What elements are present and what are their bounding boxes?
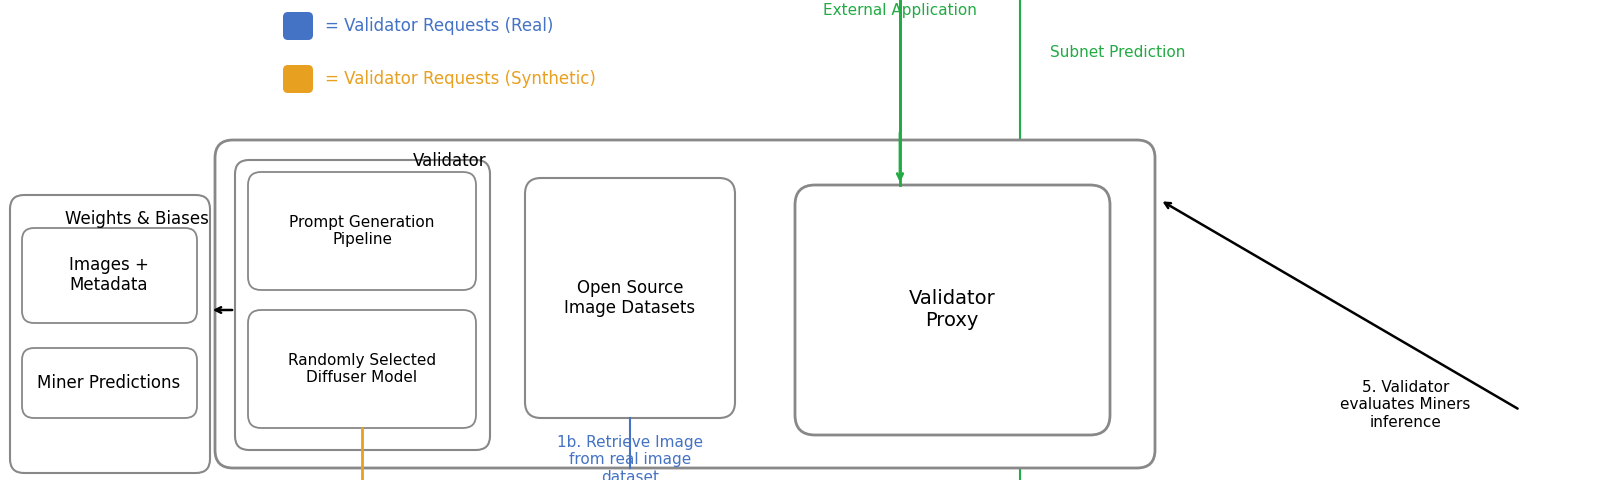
FancyBboxPatch shape: [283, 12, 314, 40]
FancyBboxPatch shape: [22, 228, 197, 323]
Text: 1b. Retrieve Image
from real image
dataset: 1b. Retrieve Image from real image datas…: [557, 435, 702, 480]
Text: Miner Predictions: Miner Predictions: [37, 374, 181, 392]
Text: Randomly Selected
Diffuser Model: Randomly Selected Diffuser Model: [288, 353, 437, 385]
FancyBboxPatch shape: [248, 172, 477, 290]
FancyBboxPatch shape: [10, 195, 210, 473]
Text: 5. Validator
evaluates Miners
inference: 5. Validator evaluates Miners inference: [1341, 380, 1470, 430]
Text: = Validator Requests (Synthetic): = Validator Requests (Synthetic): [325, 70, 595, 88]
FancyBboxPatch shape: [525, 178, 734, 418]
Text: Validator: Validator: [413, 152, 486, 170]
Text: Images +
Metadata: Images + Metadata: [69, 255, 149, 294]
FancyBboxPatch shape: [795, 185, 1110, 435]
FancyBboxPatch shape: [235, 160, 490, 450]
FancyBboxPatch shape: [22, 348, 197, 418]
FancyBboxPatch shape: [214, 140, 1155, 468]
Text: Prompt Generation
Pipeline: Prompt Generation Pipeline: [290, 215, 435, 247]
Text: Subnet Prediction: Subnet Prediction: [1050, 45, 1186, 60]
Text: = Validator Requests (Real): = Validator Requests (Real): [325, 17, 554, 35]
Text: Open Source
Image Datasets: Open Source Image Datasets: [565, 278, 696, 317]
FancyBboxPatch shape: [283, 65, 314, 93]
Text: Validator
Proxy: Validator Proxy: [909, 289, 995, 331]
Text: External Application: External Application: [822, 3, 978, 18]
Text: Weights & Biases: Weights & Biases: [66, 210, 210, 228]
FancyBboxPatch shape: [248, 310, 477, 428]
